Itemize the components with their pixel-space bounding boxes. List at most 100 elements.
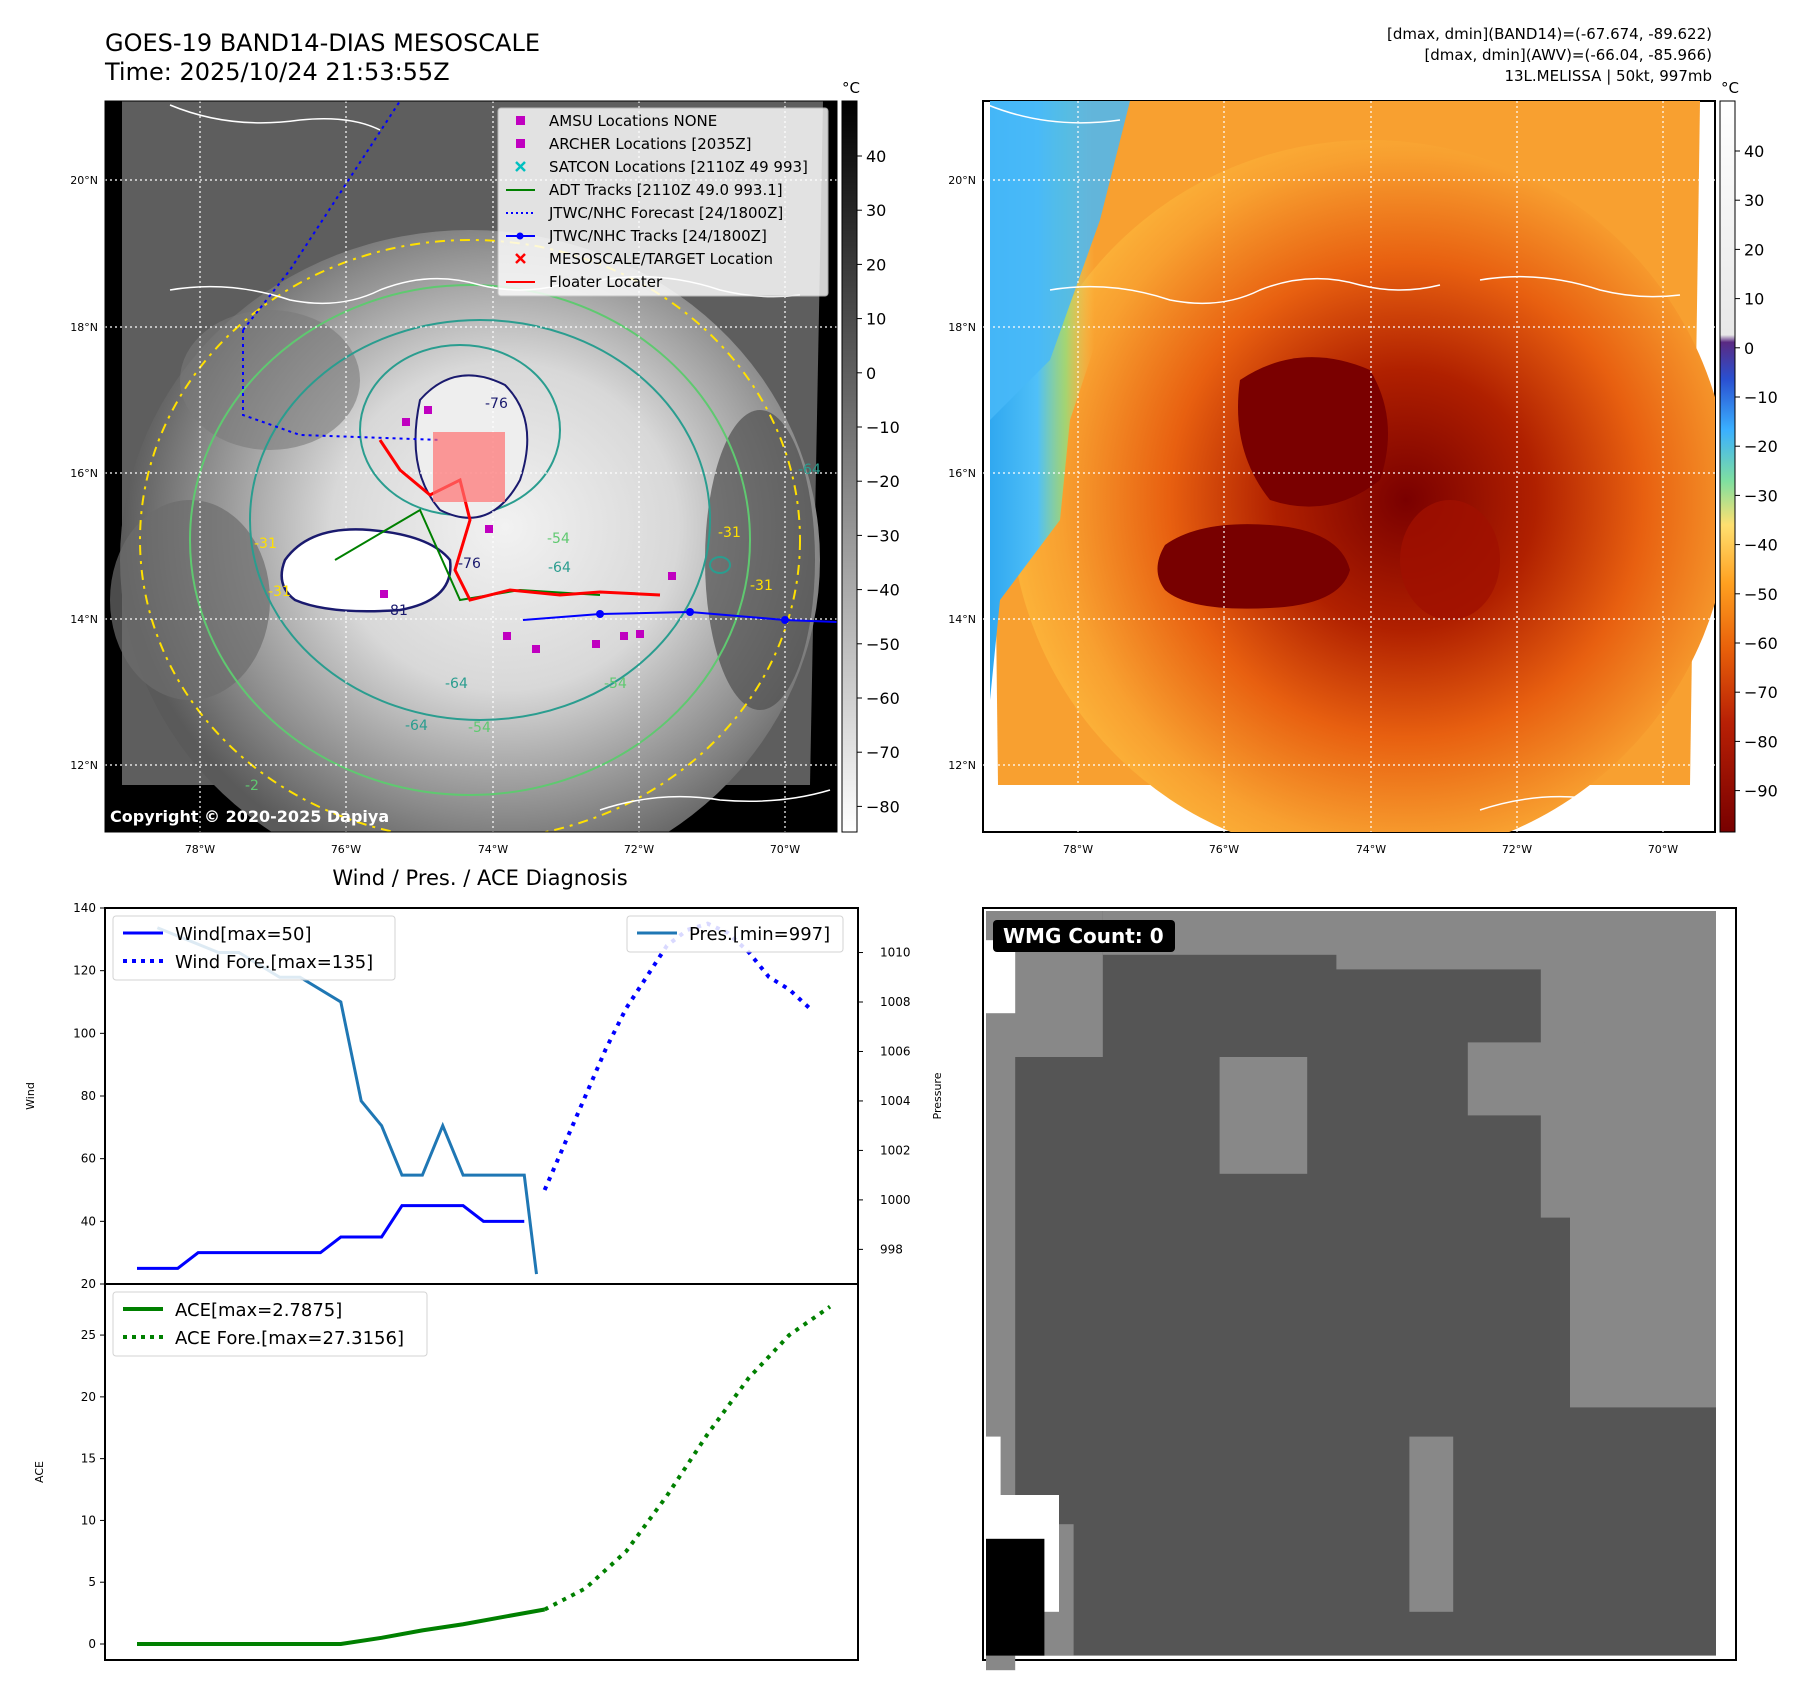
lat-label: 14°N — [70, 613, 98, 626]
nhc-track-points — [596, 608, 789, 624]
colorbar-tick-label: 30 — [866, 201, 886, 220]
lon-label: 70°W — [770, 843, 800, 856]
colorbar-tick-label: −70 — [1744, 683, 1778, 702]
ace-ytick-label: 10 — [81, 1513, 96, 1527]
info-line1: [dmax, dmin](BAND14)=(-67.674, -89.622) — [1387, 25, 1712, 43]
legend-symbol — [516, 139, 525, 148]
right-map-gridlines — [983, 101, 1715, 832]
ace-ytick-label: 20 — [81, 1390, 96, 1404]
colorbar-tick-label: 40 — [866, 147, 886, 166]
ace-series-layer — [137, 1305, 832, 1646]
colorbar-tick-label: −40 — [866, 581, 900, 600]
contour-label: -64 — [548, 560, 571, 576]
colorbar-tick-label: −40 — [1744, 536, 1778, 555]
contour-label: -31 — [254, 536, 277, 552]
ace-ytick-label: 0 — [88, 1637, 96, 1651]
right-map-core — [1238, 357, 1388, 507]
colorbar-tick-label: −60 — [866, 689, 900, 708]
contour-labels: -76 -76 -54 -64 -31 -31 -31 -31 -81 -64 -64 -54 -54 -… — [245, 396, 821, 794]
wind-legend: Wind[max=50] Wind Fore.[max=135] Pres.[m… — [112, 915, 844, 981]
colorbar-tick-label: 10 — [1744, 290, 1764, 309]
forecast-track-line — [242, 330, 441, 441]
wind-pressure-chart: Wind Pressure 140 120 100 80 60 40 20 1010 1008… — [24, 901, 944, 1291]
colorbar-tick-label: 20 — [1744, 240, 1764, 259]
ace-fore-legend-label: ACE Fore.[max=27.3156] — [175, 1328, 404, 1349]
contour-yellow — [139, 239, 801, 832]
info-line2: [dmax, dmin](AWV)=(-66.04, -85.966) — [1424, 46, 1712, 64]
ace-ytick-label: 15 — [81, 1452, 96, 1466]
pressure-ytick-label: 998 — [880, 1242, 903, 1256]
lat-label: 14°N — [948, 613, 976, 626]
ace-legend: ACE[max=2.7875] ACE Fore.[max=27.3156] — [112, 1291, 428, 1357]
wind-ytick-label: 140 — [73, 901, 96, 915]
ace-axis-label: ACE — [33, 1461, 46, 1483]
title-line2: Time: 2025/10/24 21:53:55Z — [104, 58, 450, 86]
right-map-lat-labels: 20°N 18°N 16°N 14°N 12°N — [948, 174, 976, 772]
lon-label: 72°W — [1502, 843, 1532, 856]
right-colorbar-ticks: 40 30 20 10 0 −10 −20 −30 −40 −50 −60 −70 −80 −90 — [1735, 142, 1778, 801]
left-map-frame — [104, 100, 838, 833]
left-colorbar-ticks: 40 30 20 10 0 −10 −20 −30 −40 −50 −60 −70 −80 — [857, 147, 900, 816]
colorbar-tick-label: −50 — [866, 635, 900, 654]
legend-label: Floater Locater — [549, 273, 663, 291]
colorbar-tick-label: −20 — [1744, 437, 1778, 456]
wind-axis-label: Wind — [24, 1082, 37, 1110]
ace-yticks: 25 20 15 10 5 0 — [81, 1328, 105, 1651]
contour-label: -2 — [245, 778, 259, 794]
contour-label: -64 — [798, 462, 821, 478]
lat-label: 12°N — [948, 759, 976, 772]
contour-label: -81 — [385, 603, 408, 619]
contour-label: -76 — [485, 396, 508, 412]
contour-label: -54 — [604, 676, 627, 692]
ace-forecast-series-line — [543, 1305, 832, 1612]
left-map-panel: Copyright © 2020-2025 Dapiya -76 -76 -54 -6… — [70, 100, 838, 856]
colorbar-tick-label: 0 — [1744, 339, 1754, 358]
colorbar-tick-label: −90 — [1744, 782, 1778, 801]
colorbar-tick-label: 40 — [1744, 142, 1764, 161]
colorbar-tick-label: −70 — [866, 743, 900, 762]
pressure-ytick-label: 1000 — [880, 1193, 911, 1207]
colorbar-tick-label: −80 — [866, 797, 900, 816]
wmg-cell — [986, 1538, 1045, 1656]
lat-label: 12°N — [70, 759, 98, 772]
lat-label: 18°N — [948, 321, 976, 334]
colorbar-tick-label: 20 — [866, 255, 886, 274]
contour-label: -54 — [468, 720, 491, 736]
colorbar-tick-label: −10 — [1744, 388, 1778, 407]
wmg-cell — [1409, 1436, 1454, 1612]
floater-locater-line — [378, 439, 661, 602]
legend-symbol — [516, 116, 525, 125]
contour-label: -64 — [405, 718, 428, 734]
lat-label: 16°N — [70, 467, 98, 480]
pressure-ytick-label: 1008 — [880, 995, 911, 1009]
coastline-cuba — [169, 104, 381, 131]
ace-series-line — [137, 1607, 545, 1646]
contour-label: -64 — [445, 676, 468, 692]
wmg-padding — [1716, 911, 1722, 1656]
contour-label: -54 — [547, 531, 570, 547]
left-map-lat-labels: 20°N 18°N 16°N 14°N 12°N — [70, 174, 98, 772]
coastline-venezuela — [599, 789, 831, 811]
right-map-west-blob — [1157, 524, 1350, 609]
wind-ytick-label: 100 — [73, 1026, 96, 1040]
mesoscale-target-box — [433, 432, 505, 502]
wmg-label: WMG Count: 0 — [1003, 924, 1164, 948]
lon-label: 70°W — [1648, 843, 1678, 856]
wmg-cell — [1570, 1173, 1716, 1408]
lat-label: 20°N — [70, 174, 98, 187]
adt-track-line — [334, 508, 601, 602]
wmg-panel: WMG Count: 0 — [982, 907, 1737, 1671]
pressure-ytick-label: 1002 — [880, 1143, 911, 1157]
colorbar-tick-label: −80 — [1744, 732, 1778, 751]
ace-ytick-label: 5 — [88, 1575, 96, 1589]
pressure-ytick-label: 1006 — [880, 1044, 911, 1058]
pressure-axis-label: Pressure — [931, 1072, 944, 1119]
wind-ytick-label: 120 — [73, 964, 96, 978]
right-map-dry-air — [990, 101, 1130, 420]
contour-label: -31 — [268, 584, 291, 600]
colorbar-tick-label: −20 — [866, 472, 900, 491]
left-map-lon-labels: 78°W 76°W 74°W 72°W 70°W — [185, 843, 800, 856]
lon-label: 78°W — [1063, 843, 1093, 856]
contour-navy-west — [280, 528, 452, 613]
lat-label: 16°N — [948, 467, 976, 480]
